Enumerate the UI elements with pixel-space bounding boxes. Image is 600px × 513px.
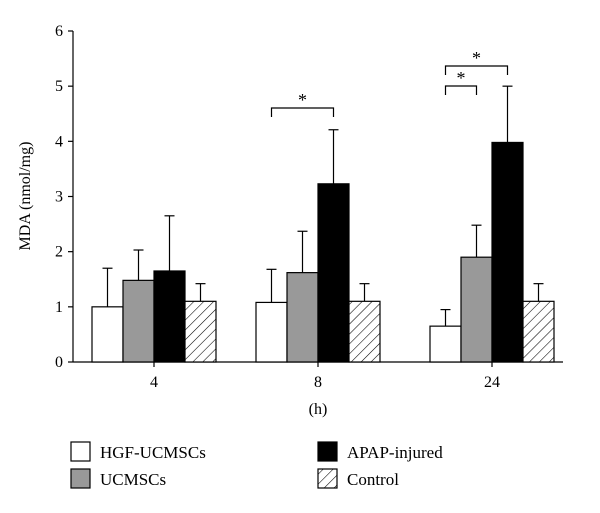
bar — [460, 256, 493, 363]
bar — [122, 279, 155, 363]
y-axis-title: MDA (nmol/mg) — [17, 142, 34, 251]
legend-label: APAP-injured — [347, 443, 443, 462]
bar — [491, 141, 524, 363]
y-tick-label: 4 — [55, 133, 63, 150]
legend: HGF-UCMSCs APAP-injured UCMSCs Control — [70, 441, 443, 489]
significance-bracket — [444, 85, 478, 95]
bar — [153, 270, 186, 363]
y-tick-label: 6 — [55, 23, 63, 40]
legend-swatch — [70, 468, 91, 489]
bar — [317, 183, 350, 363]
legend-swatch — [317, 468, 338, 489]
y-tick-label: 0 — [55, 354, 63, 371]
x-tick-label: 24 — [484, 374, 500, 391]
y-tick-label: 2 — [55, 244, 63, 261]
x-axis-title: (h) — [309, 401, 328, 418]
significance-bracket — [270, 107, 335, 117]
significance-label: * — [472, 48, 481, 68]
bar — [348, 300, 381, 363]
legend-label: HGF-UCMSCs — [100, 443, 206, 462]
legend-label: UCMSCs — [100, 470, 166, 489]
bar — [255, 301, 288, 363]
significance-bracket — [444, 65, 509, 75]
x-tick-label: 4 — [150, 374, 158, 391]
significance-markers: * * * — [270, 48, 509, 117]
legend-swatch — [70, 441, 91, 462]
legend-swatch — [317, 441, 338, 462]
bars — [91, 85, 555, 363]
significance-label: * — [298, 90, 307, 110]
bar — [286, 272, 319, 363]
significance-label: * — [457, 68, 466, 88]
y-tick-label: 5 — [55, 78, 63, 95]
legend-label: Control — [347, 470, 399, 489]
bar — [184, 300, 217, 363]
bar — [91, 306, 124, 363]
bar — [522, 300, 555, 363]
y-tick-label: 3 — [55, 189, 63, 206]
x-tick-label: 8 — [314, 374, 322, 391]
bar — [429, 325, 462, 363]
y-tick-label: 1 — [55, 299, 63, 316]
